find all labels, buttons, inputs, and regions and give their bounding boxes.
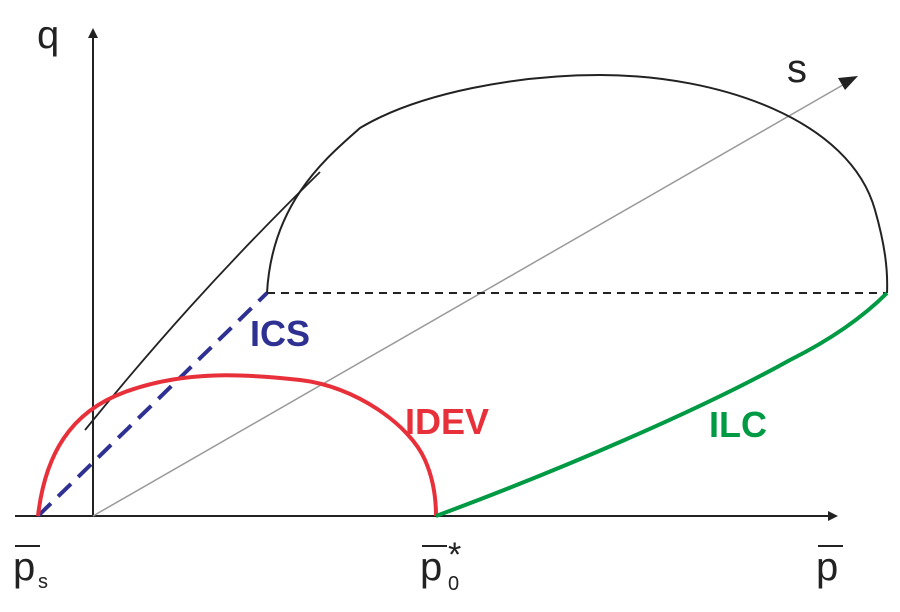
upper-yield-surface [266, 73, 889, 294]
idev-label: IDEV [405, 401, 489, 442]
ilc-curve [435, 291, 889, 518]
ics-label: ICS [250, 313, 310, 354]
ps-subscript: s [38, 571, 48, 593]
ilc-label: ILC [709, 404, 767, 445]
s-axis-label: s [787, 47, 807, 91]
p0-label: p [420, 545, 442, 589]
ics-curve [36, 291, 269, 518]
p0-subscript: 0 [448, 573, 459, 595]
q-axis-label: q [37, 13, 59, 57]
p0-superscript: * [448, 536, 461, 574]
ps-label: p [13, 545, 35, 589]
s-axis-line [92, 77, 856, 517]
s-axis-arrowhead [838, 76, 858, 90]
tangent-line [84, 171, 321, 431]
p-axis-label: p [816, 545, 838, 589]
idev-curve [36, 373, 438, 517]
